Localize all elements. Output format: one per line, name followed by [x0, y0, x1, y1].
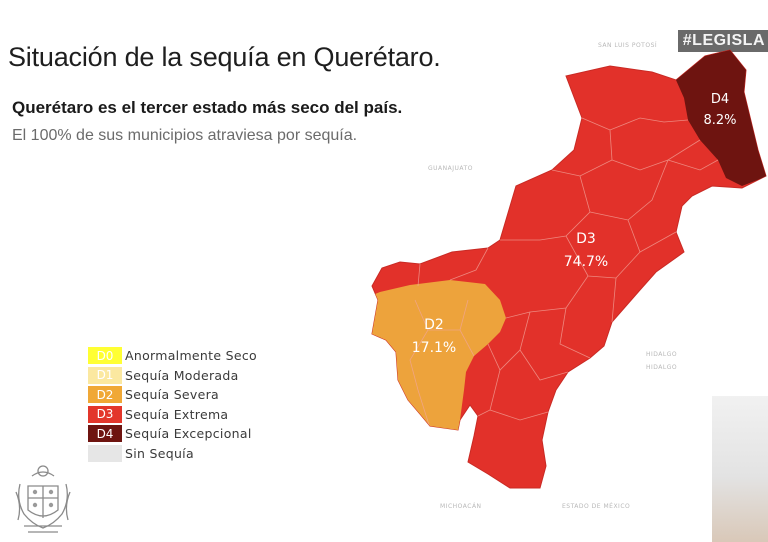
legend-label: Sin Sequía — [125, 445, 194, 461]
legend: D0 Anormalmente Seco D1 Sequía Moderada D2 Se… — [88, 346, 257, 463]
legend-swatch — [88, 444, 122, 462]
region-label-d2-code: D2 — [424, 317, 444, 333]
subtitle-secondary: El 100% de sus municipios atraviesa por … — [12, 127, 358, 144]
legend-item: D4 Sequía Excepcional — [88, 424, 257, 444]
legend-label: Sequía Severa — [125, 387, 219, 403]
municipality-borders — [409, 117, 719, 429]
legend-label: Sequía Extrema — [125, 406, 229, 422]
legend-item: D2 Sequía Severa — [88, 385, 257, 405]
region-label-d3-percent: 74.7% — [564, 254, 608, 270]
neighbor-label-bottom-right: ESTADO DE MÉXICO — [562, 503, 631, 510]
neighbor-label-left: GUANAJUATO — [428, 165, 473, 172]
region-label-d3-code: D3 — [576, 231, 596, 247]
legend-label: Sequía Moderada — [125, 367, 239, 383]
region-label-d2-percent: 17.1% — [412, 340, 456, 356]
video-inset — [712, 396, 768, 542]
page-title: Situación de la sequía en Querétaro. — [8, 42, 441, 72]
legend-swatch: D2 — [88, 386, 122, 404]
subtitle: Querétaro es el tercer estado más seco d… — [12, 98, 403, 117]
neighbor-label-right: HIDALGO — [646, 351, 678, 358]
neighbor-label-right-2: HIDALGO — [646, 364, 678, 371]
region-label-d4-percent: 8.2% — [703, 113, 736, 128]
state-d4-region — [676, 50, 766, 186]
legend-item: D0 Anormalmente Seco — [88, 346, 257, 366]
legend-swatch: D3 — [88, 405, 122, 423]
legend-swatch: D0 — [88, 347, 122, 365]
legend-item: D3 Sequía Extrema — [88, 405, 257, 425]
legend-label: Sequía Excepcional — [125, 426, 252, 442]
neighbor-label-bottom-left: MICHOACÁN — [440, 503, 482, 510]
legend-item: D1 Sequía Moderada — [88, 366, 257, 386]
neighbor-label-top: SAN LUIS POTOSÍ — [598, 42, 658, 49]
region-label-d4-code: D4 — [711, 92, 729, 107]
legend-swatch: D1 — [88, 366, 122, 384]
legend-label: Anormalmente Seco — [125, 348, 257, 364]
legend-swatch: D4 — [88, 425, 122, 443]
coat-of-arms-icon — [14, 462, 72, 540]
hashtag-watermark: #LEGISLA — [677, 30, 768, 52]
state-d2-region — [372, 280, 506, 432]
legend-item: Sin Sequía — [88, 444, 257, 464]
